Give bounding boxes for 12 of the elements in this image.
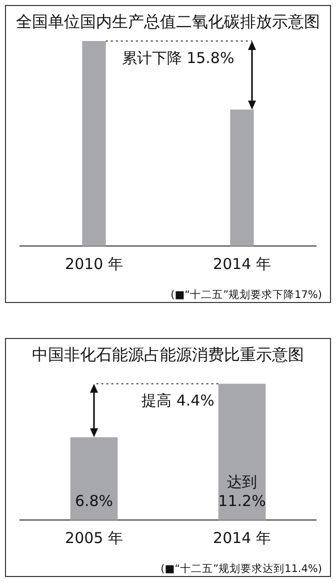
x-tick-label: 2014 年 [213,254,271,273]
x-tick-label: 2014 年 [213,528,271,547]
x-tick-label: 2005 年 [65,528,123,547]
text: (■“十二五”规划要求下降17%) [170,288,323,302]
data-label: 6.8% [74,492,114,510]
chart-title: 中国非化石能源占能源消费比重示意图 [31,345,305,366]
annotation: 累计下降 15.8% [122,49,234,67]
annotation: 提高 4.4% [142,392,214,410]
x-tick-label: 2010 年 [65,254,123,273]
chart-title: 全国单位国内生产总值二氧化碳排放示意图 [15,12,321,33]
text: (■“十二五”规划要求达到11.4%) [160,562,323,576]
data-label: 达到 11.2% [218,473,266,510]
